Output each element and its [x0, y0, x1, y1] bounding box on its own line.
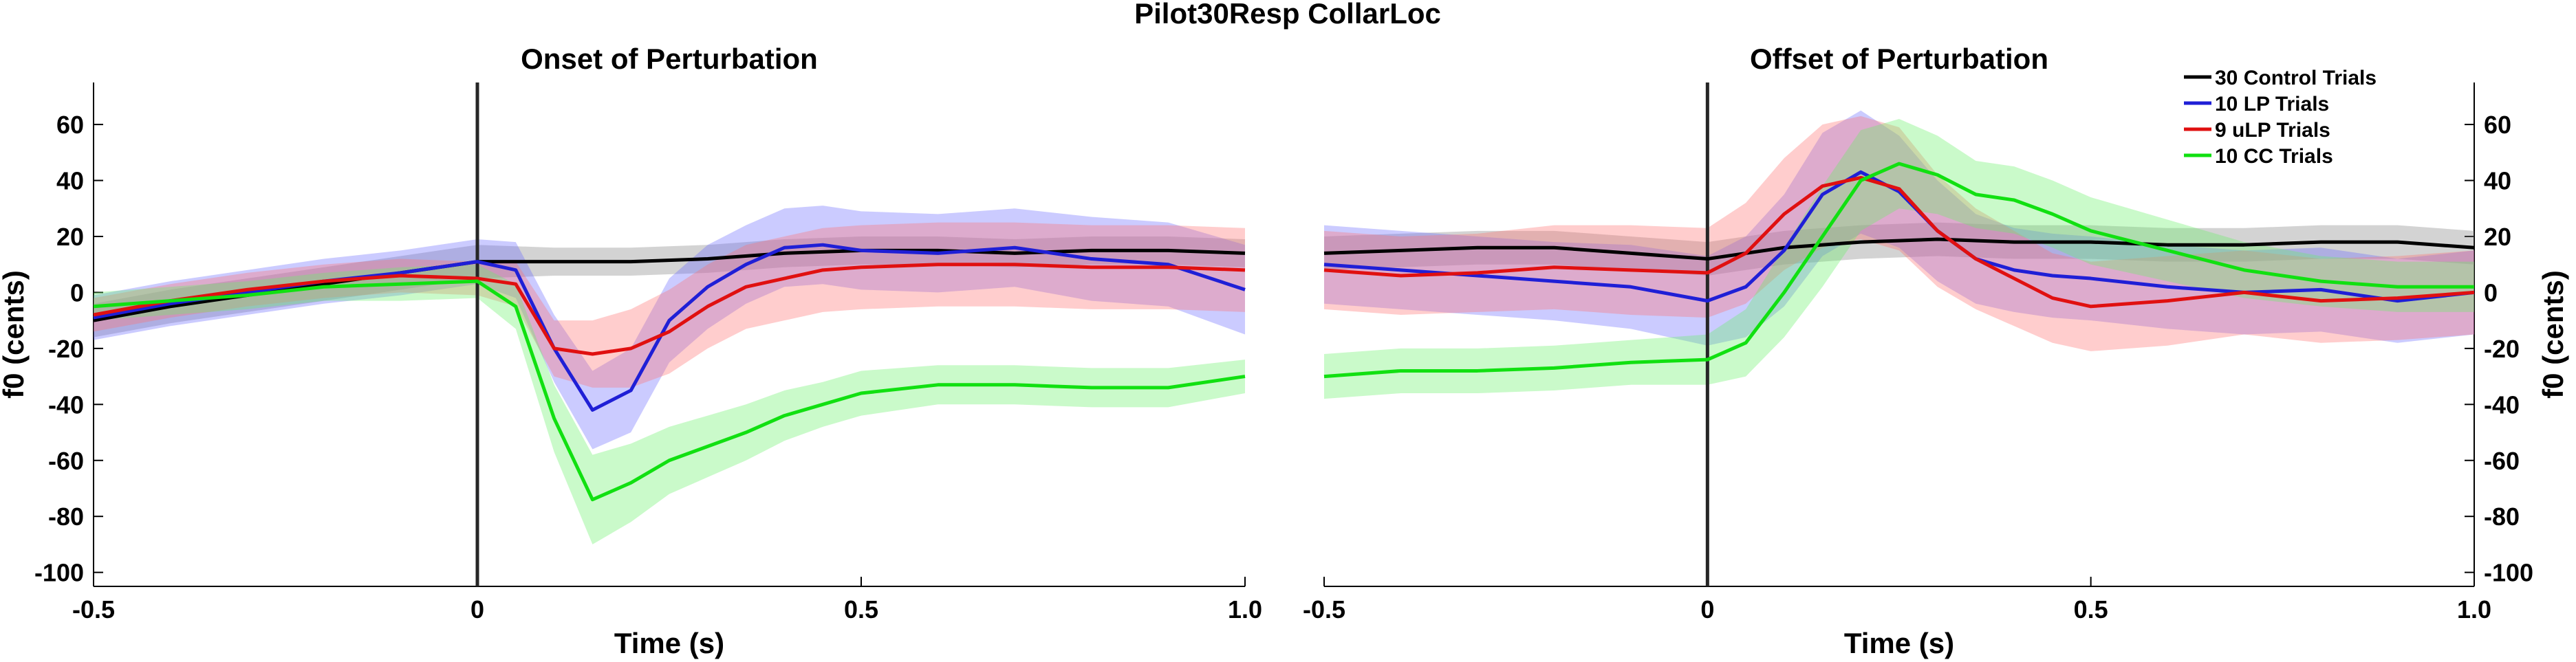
y-tick-label: -80: [2484, 503, 2520, 531]
y-tick-label: -20: [2484, 335, 2520, 363]
y-tick-label: -40: [48, 390, 84, 419]
10-lp-trials-band: [94, 206, 1245, 450]
30-control-trials-band: [94, 236, 1245, 338]
y-tick-label: 40: [2484, 167, 2511, 195]
y-tick-label: -80: [48, 503, 84, 531]
y-tick-label: 0: [70, 278, 84, 307]
y-tick-label: 20: [2484, 223, 2511, 251]
30-control-trials-line: [1323, 237, 2475, 261]
x-axis-label: Time (s): [614, 627, 724, 659]
y-tick-label: 0: [2484, 278, 2498, 307]
x-tick-label: 0: [470, 595, 484, 624]
9-ulp-trials-band: [1324, 115, 2474, 351]
figure-title: Pilot30Resp CollarLoc: [1134, 0, 1441, 30]
10-cc-trials-line: [93, 279, 1246, 502]
legend-label: 10 CC Trials: [2215, 145, 2333, 168]
x-tick-label: 0.5: [2074, 595, 2108, 624]
y-axis-label: f0 (cents): [0, 270, 30, 399]
legend-label: 10 LP Trials: [2215, 93, 2329, 115]
x-tick-label: -0.5: [72, 595, 115, 624]
x-tick-label: -0.5: [1303, 595, 1345, 624]
10-lp-trials-line: [1323, 170, 2475, 303]
legend: 30 Control Trials 10 LP Trials 9 uLP Trial…: [2184, 67, 2377, 168]
x-tick-label: 1.0: [2457, 595, 2491, 624]
9-ulp-trials-line: [1323, 175, 2475, 309]
x-tick-label: 1.0: [1228, 595, 1262, 624]
y-tick-label: -60: [2484, 447, 2520, 475]
y-tick-label: 60: [56, 111, 84, 139]
10-cc-trials-line: [1323, 162, 2474, 379]
y-tick-label: 40: [56, 167, 84, 195]
9-ulp-trials-line: [93, 263, 1246, 356]
y-tick-label: -40: [2484, 390, 2520, 419]
y-tick-label: 60: [2484, 111, 2511, 139]
onset-panel: Onset of Perturbation -0.5 0 0.5 1.0 60 40 20 0 -…: [0, 43, 1262, 659]
legend-label: 9 uLP Trials: [2215, 119, 2330, 142]
panel-title: Offset of Perturbation: [1750, 43, 2048, 75]
x-tick-label: 0: [1700, 595, 1714, 624]
30-control-trials-band: [1324, 222, 2474, 276]
y-tick-label: -20: [48, 335, 84, 363]
x-tick-label: 0.5: [844, 595, 878, 624]
10-cc-trials-band: [94, 264, 1245, 544]
y-tick-label: -60: [48, 447, 84, 475]
y-axis-label: f0 (cents): [2537, 270, 2569, 399]
panel-title: Onset of Perturbation: [521, 43, 818, 75]
y-tick-label: -100: [2484, 559, 2533, 587]
legend-label: 30 Control Trials: [2215, 67, 2377, 89]
offset-panel: Offset of Perturbation -0.5 0 0.5 1.0 60 40 20 0…: [1303, 43, 2569, 659]
y-tick-label: -100: [34, 559, 84, 587]
y-tick-label: 20: [56, 223, 84, 251]
x-axis-label: Time (s): [1844, 627, 1954, 659]
